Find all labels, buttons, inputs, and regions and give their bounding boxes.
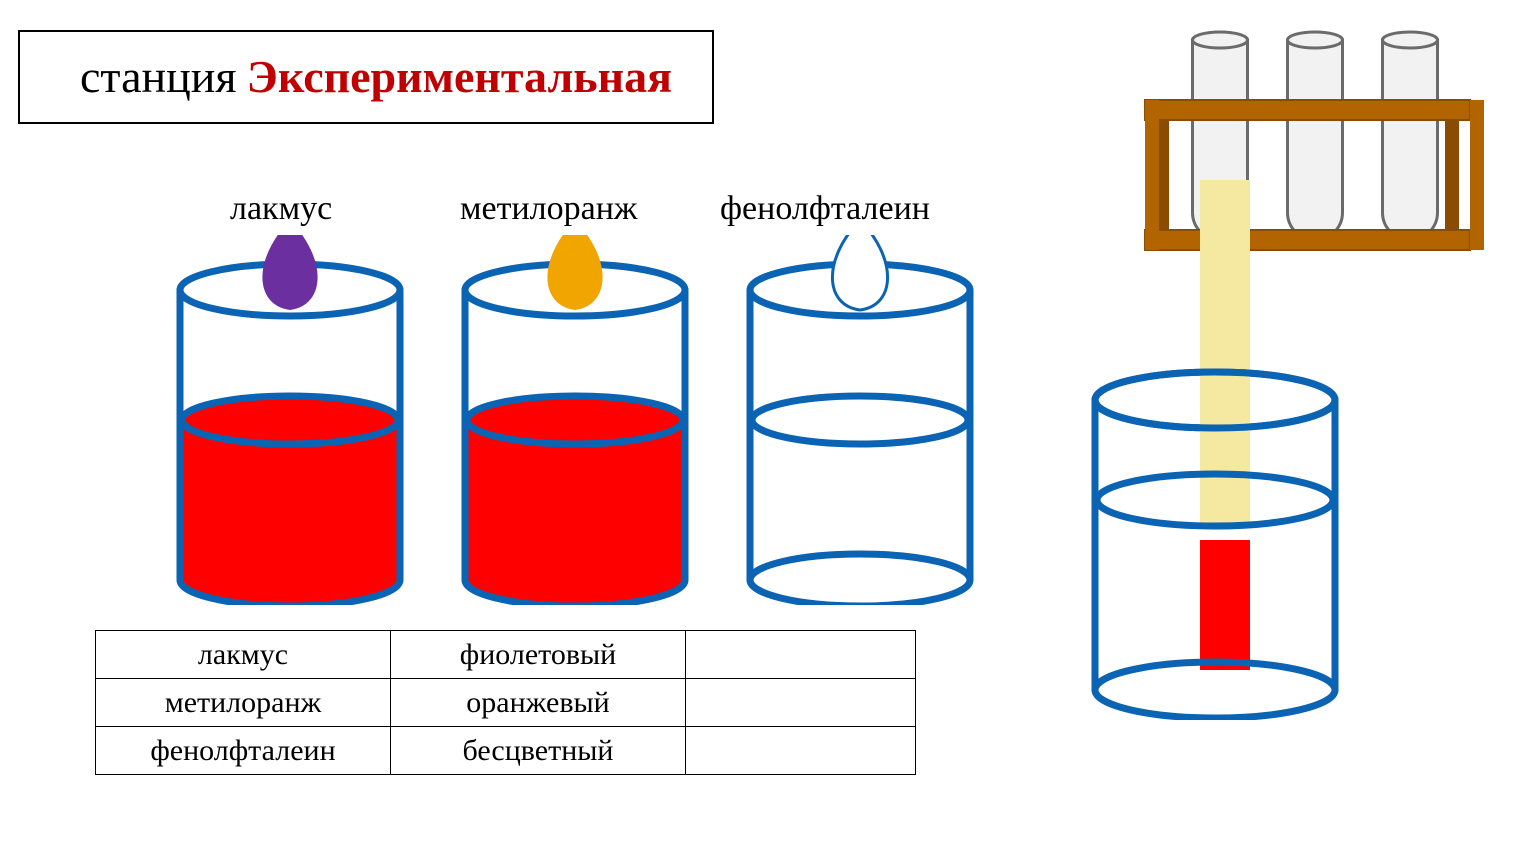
table-cell: фиолетовый (391, 631, 686, 679)
table-cell (686, 727, 916, 775)
table-row: фенолфталеинбесцветный (96, 727, 916, 775)
table-row: лакмусфиолетовый (96, 631, 916, 679)
table-cell: фенолфталеин (96, 727, 391, 775)
table-cell: лакмус (96, 631, 391, 679)
table-cell: метилоранж (96, 679, 391, 727)
beaker-label-1: метилоранж (460, 188, 637, 228)
table-row: метилоранжоранжевый (96, 679, 916, 727)
beaker-0 (160, 235, 420, 605)
table-cell: бесцветный (391, 727, 686, 775)
title-box: станция Экспериментальная (18, 30, 714, 124)
beaker-1 (445, 235, 705, 605)
beaker-label-2: фенолфталеин (720, 188, 930, 228)
indicator-strip-beaker (1065, 180, 1365, 724)
table-cell (686, 631, 916, 679)
title-main: Экспериментальная (247, 51, 672, 104)
indicators-table: лакмусфиолетовыйметилоранжоранжевыйфенол… (95, 630, 916, 775)
title-prefix: станция (80, 51, 247, 104)
beaker-label-0: лакмус (230, 188, 332, 228)
table-cell: оранжевый (391, 679, 686, 727)
beaker-2 (730, 235, 990, 605)
table-cell (686, 679, 916, 727)
